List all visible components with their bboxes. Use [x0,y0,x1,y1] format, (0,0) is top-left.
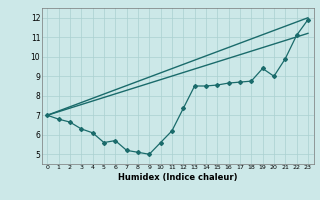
X-axis label: Humidex (Indice chaleur): Humidex (Indice chaleur) [118,173,237,182]
